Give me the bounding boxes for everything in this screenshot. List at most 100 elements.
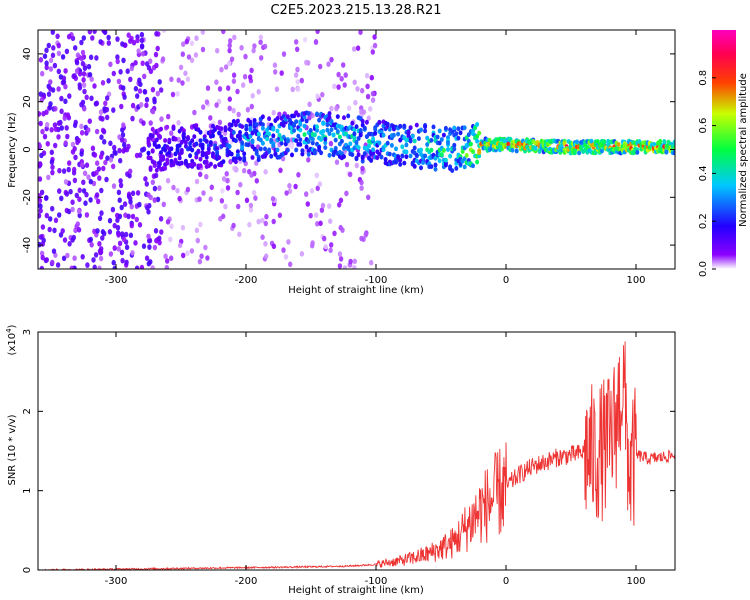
spectrogram-cell [359, 185, 364, 191]
spectrogram-ytick-label: 0 [22, 146, 33, 152]
spectrogram-cell [595, 139, 600, 144]
spectrogram-cell [80, 253, 85, 260]
spectrogram-cell [336, 71, 341, 78]
spectrogram-cell [365, 83, 370, 90]
spectrogram-xtick-label: -200 [235, 275, 258, 286]
spectrogram-cell [178, 64, 184, 71]
spectrogram-cell [146, 138, 151, 144]
spectrogram-cell [121, 148, 126, 154]
spectrogram-cell [81, 188, 87, 194]
spectrogram-cell [116, 246, 121, 252]
spectrogram-cell [41, 237, 46, 244]
spectrogram-cell [452, 142, 457, 148]
spectrogram-cell [39, 152, 44, 159]
spectrogram-cell [65, 133, 70, 140]
spectrogram-cell [111, 183, 117, 189]
spectrogram-cell [362, 151, 367, 156]
spectrogram-cell [117, 240, 123, 247]
spectrogram-cell [258, 34, 264, 41]
spectrogram-cell [250, 155, 255, 160]
spectrogram-cell [157, 79, 162, 85]
spectrogram-cell [170, 91, 176, 98]
spectrogram-cell [180, 51, 185, 57]
spectrogram-cell [334, 159, 340, 165]
spectrogram-cell [245, 106, 251, 113]
spectrogram-cell [133, 85, 139, 92]
spectrogram-cell [194, 178, 200, 185]
spectrogram-cell [94, 192, 100, 198]
spectrogram-cell [67, 241, 72, 247]
spectrogram-cell [96, 166, 102, 172]
spectrogram-cell [406, 129, 411, 135]
spectrogram-cell [68, 188, 73, 195]
spectrogram-cell [101, 128, 107, 135]
spectrogram-cell [57, 212, 62, 218]
spectrogram-cell [267, 116, 272, 122]
spectrogram-cell [383, 157, 388, 162]
spectrogram-cell [226, 60, 232, 67]
spectrogram-cell [214, 102, 219, 108]
spectrogram-cell [140, 51, 146, 57]
spectrogram-cell [237, 231, 242, 238]
spectrogram-cell [236, 203, 241, 210]
spectrogram-cell [250, 93, 255, 99]
spectrogram-cell [92, 152, 98, 158]
spectrogram-cell [59, 108, 64, 115]
spectrogram-cell [437, 140, 442, 146]
colorbar-label: Normalized spectral amplitude [738, 73, 749, 227]
spectrogram-cell [87, 30, 92, 35]
snr-y-scale: (x104) [5, 324, 18, 355]
spectrogram-cell [139, 37, 145, 44]
spectrogram-cell [82, 65, 88, 72]
spectrogram-cell [289, 143, 295, 150]
spectrogram-cell [38, 143, 42, 149]
spectrogram-cell [94, 55, 99, 61]
spectrogram-cell [419, 147, 423, 153]
spectrogram-cell [231, 72, 237, 78]
spectrogram-cell [305, 201, 310, 207]
spectrogram-cell [176, 136, 181, 143]
spectrogram-cell [355, 45, 361, 51]
spectrogram-cell [165, 258, 170, 264]
spectrogram-cell [269, 153, 274, 159]
spectrogram-cell [121, 85, 126, 91]
spectrogram-cell [371, 147, 376, 153]
spectrogram-cell [194, 35, 199, 41]
spectrogram-cell [201, 190, 206, 196]
spectrogram-cell [55, 262, 61, 268]
spectrogram-cell [135, 190, 141, 196]
spectrogram-cell [124, 259, 129, 266]
spectrogram-cell [163, 138, 168, 143]
spectrogram-cell [89, 95, 94, 102]
spectrogram-cell [100, 229, 106, 235]
spectrogram-cell [369, 259, 374, 266]
spectrogram-cell [226, 85, 231, 91]
spectrogram-cell [267, 149, 272, 155]
spectrogram-cell [200, 145, 205, 151]
spectrogram-cell [168, 236, 173, 243]
spectrogram-cell [147, 237, 152, 244]
spectrogram-cell [125, 68, 130, 74]
spectrogram-cell [197, 196, 202, 202]
spectrogram-cell [389, 143, 394, 148]
spectrogram-cell [211, 151, 215, 157]
spectrogram-cell [235, 152, 240, 158]
spectrogram-cell [175, 187, 180, 194]
spectrogram-cell [342, 82, 347, 88]
spectrogram-cell [98, 249, 104, 255]
spectrogram-ytick-label: -40 [22, 237, 33, 253]
spectrogram-cell [81, 71, 87, 77]
spectrogram-cell [319, 137, 324, 143]
spectrogram-cell [81, 77, 86, 83]
spectrogram-cell [163, 253, 168, 260]
spectrogram-cell [118, 182, 124, 189]
spectrogram-cell [156, 133, 161, 139]
spectrogram-cell [204, 99, 210, 105]
spectrogram-cell [215, 47, 220, 54]
spectrogram-cell [310, 140, 315, 146]
spectrogram-cell [194, 141, 199, 147]
spectrogram-cell [137, 222, 143, 228]
spectrogram-cell [145, 204, 150, 211]
spectrogram-cell [62, 237, 68, 243]
